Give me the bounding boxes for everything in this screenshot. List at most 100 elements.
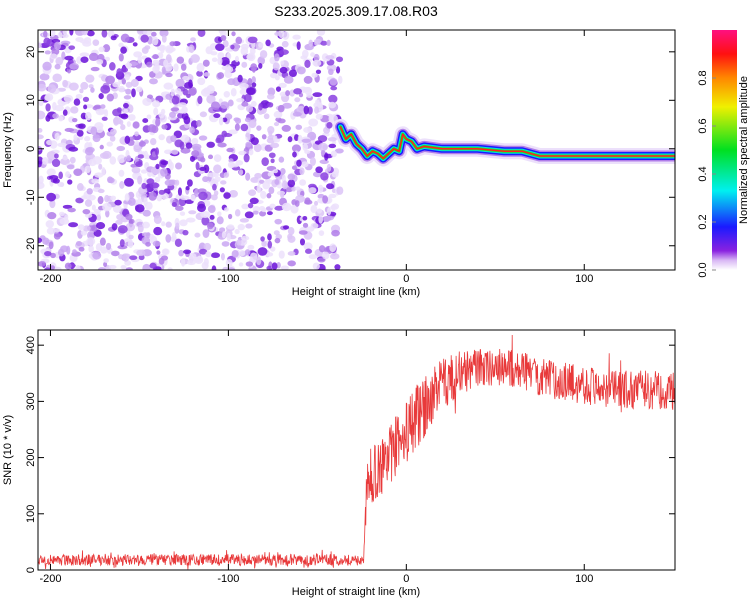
noise-blob — [314, 106, 320, 114]
noise-blob — [296, 66, 306, 75]
noise-blob — [327, 137, 337, 142]
noise-blob — [116, 107, 122, 113]
noise-blob — [245, 261, 254, 267]
noise-blob — [328, 143, 337, 149]
noise-blob — [152, 100, 161, 108]
noise-blob — [63, 94, 74, 103]
x-tick-label: 0 — [403, 573, 409, 585]
snr-line — [38, 334, 675, 570]
noise-blob — [92, 134, 100, 139]
noise-blob — [138, 141, 146, 147]
noise-blob — [164, 149, 173, 155]
noise-blob — [62, 30, 68, 35]
y-tick-label: 300 — [25, 392, 37, 410]
noise-blob — [330, 86, 338, 91]
noise-blob — [277, 118, 286, 124]
noise-blob — [226, 224, 235, 230]
noise-blob — [84, 136, 91, 142]
noise-blob — [142, 97, 152, 106]
noise-blob — [118, 85, 125, 93]
noise-blob — [190, 194, 196, 202]
noise-blob — [205, 46, 213, 55]
noise-blob — [111, 223, 118, 231]
noise-blob — [236, 239, 242, 246]
noise-blob — [171, 149, 179, 155]
noise-blob — [84, 213, 93, 218]
noise-blob — [312, 92, 323, 98]
noise-blob — [105, 209, 110, 218]
noise-blob — [328, 68, 334, 76]
noise-blob — [310, 222, 319, 229]
noise-blob — [237, 74, 243, 83]
noise-blob — [81, 30, 89, 36]
noise-blob — [110, 35, 117, 41]
noise-blob — [120, 124, 126, 131]
noise-blob — [120, 113, 129, 120]
noise-blob — [68, 222, 79, 228]
noise-blob — [303, 105, 309, 115]
noise-blob — [309, 157, 316, 166]
noise-blob — [194, 232, 201, 238]
noise-blob — [120, 67, 129, 73]
noise-blob — [49, 265, 55, 270]
noise-blob — [212, 183, 217, 191]
noise-blob — [248, 148, 254, 156]
noise-blob — [64, 55, 74, 61]
noise-blob — [160, 160, 169, 166]
noise-blob — [335, 56, 344, 63]
noise-blob — [140, 169, 148, 174]
noise-blob — [124, 135, 131, 144]
noise-blob — [218, 30, 224, 34]
noise-blob — [234, 123, 240, 131]
noise-blob — [179, 211, 186, 216]
noise-blob — [123, 102, 129, 109]
noise-blob — [334, 148, 344, 154]
noise-blob — [262, 181, 270, 190]
noise-blob — [207, 205, 216, 213]
noise-blob — [206, 141, 215, 148]
noise-blob — [149, 234, 155, 240]
noise-blob — [267, 233, 272, 241]
noise-blob — [308, 39, 313, 47]
noise-blob — [310, 52, 315, 57]
noise-blob — [78, 123, 86, 129]
noise-blob — [250, 137, 259, 146]
noise-blob — [159, 30, 169, 37]
noise-blob — [44, 250, 52, 257]
noise-blob — [315, 113, 323, 120]
noise-blob — [126, 155, 132, 162]
noise-blob — [47, 212, 57, 220]
noise-blob — [216, 134, 225, 143]
noise-blob — [43, 37, 51, 46]
noise-blob — [224, 207, 229, 212]
noise-blob — [177, 102, 187, 108]
noise-blob — [315, 99, 320, 105]
noise-blob — [79, 88, 84, 94]
noise-blob — [269, 72, 278, 79]
noise-blob — [165, 221, 172, 228]
noise-blob — [189, 155, 196, 162]
noise-blob — [302, 222, 309, 228]
noise-blob — [197, 203, 206, 213]
noise-blob — [180, 134, 190, 143]
noise-blob — [169, 41, 176, 47]
noise-blob — [80, 56, 89, 63]
noise-blob — [329, 243, 337, 253]
noise-blob — [300, 55, 308, 60]
noise-blob — [115, 219, 123, 225]
noise-blob — [270, 158, 275, 164]
noise-blob — [257, 56, 266, 65]
noise-blob — [152, 59, 160, 65]
noise-blob — [85, 111, 92, 121]
noise-blob — [301, 138, 311, 143]
x-tick-label: -100 — [217, 273, 239, 285]
x-tick-label: -200 — [39, 573, 61, 585]
noise-blob — [196, 62, 205, 72]
noise-blob — [175, 162, 183, 170]
noise-blob — [49, 30, 56, 37]
noise-blob — [252, 206, 261, 213]
noise-blob — [302, 143, 309, 152]
noise-blob — [248, 119, 257, 129]
noise-blob — [228, 129, 238, 135]
noise-blob — [136, 30, 144, 35]
